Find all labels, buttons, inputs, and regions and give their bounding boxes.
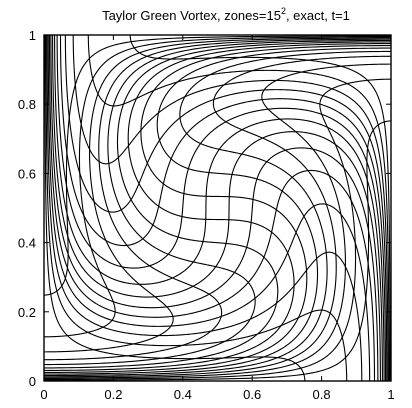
vertical-mesh-line-9 [56,34,385,382]
vertical-mesh-line-4 [47,34,371,382]
vertical-mesh-line-13 [87,35,390,382]
x-tick-label: 0.8 [313,387,331,402]
horizontal-mesh-line-10 [44,39,392,366]
x-tick-label: 0.4 [174,387,192,402]
horizontal-mesh-line-9 [44,41,392,369]
mesh-lines [43,34,392,382]
horizontal-mesh-line-1 [44,120,391,381]
horizontal-mesh-line-2 [43,78,391,380]
vertical-mesh-line-3 [46,34,363,381]
y-tick-label: 0.2 [18,305,36,320]
title-prefix: Taylor Green Vortex, zones=15 [102,8,281,23]
vertical-mesh-line-12 [72,35,389,382]
horizontal-mesh-line-5 [43,50,391,377]
horizontal-mesh-line-11 [43,38,392,361]
vertical-mesh-line-1 [44,34,306,381]
horizontal-mesh-line-13 [44,36,392,338]
x-tick-label: 0.2 [104,387,122,402]
vertical-mesh-line-6 [50,34,379,382]
title-superscript: 2 [281,6,286,16]
vertical-mesh-line-8 [54,34,383,382]
axis-ticks: 0 0.2 0.4 0.6 0.8 1 0 0.2 0.4 0.6 0.8 1 [18,28,395,402]
vertical-mesh-line-5 [48,34,376,382]
y-tick-label: 0.8 [18,97,36,112]
y-tick-label: 0 [29,374,36,389]
horizontal-mesh-line-4 [43,55,392,378]
x-tick-label: 0 [40,387,47,402]
vertical-mesh-line-11 [64,34,388,382]
horizontal-mesh-line-8 [43,43,392,371]
vertical-mesh-line-14 [129,35,391,382]
horizontal-mesh-line-6 [43,47,391,375]
y-tick-label: 0.4 [18,236,36,251]
horizontal-mesh-line-3 [43,63,392,379]
vertical-mesh-line-7 [52,34,381,382]
horizontal-mesh-line-14 [44,35,391,296]
horizontal-mesh-line-7 [43,45,392,373]
chart-title: Taylor Green Vortex, zones=152, exact, t… [102,6,350,23]
title-suffix: , exact, t=1 [286,8,350,23]
y-tick-label: 1 [29,28,36,43]
x-tick-label: 0.6 [243,387,261,402]
y-tick-label: 0.6 [18,166,36,181]
vertical-mesh-line-2 [45,34,348,381]
x-tick-label: 1 [387,387,394,402]
plot-frame [43,34,392,382]
horizontal-mesh-line-12 [43,37,392,353]
vertical-mesh-line-10 [59,34,387,382]
